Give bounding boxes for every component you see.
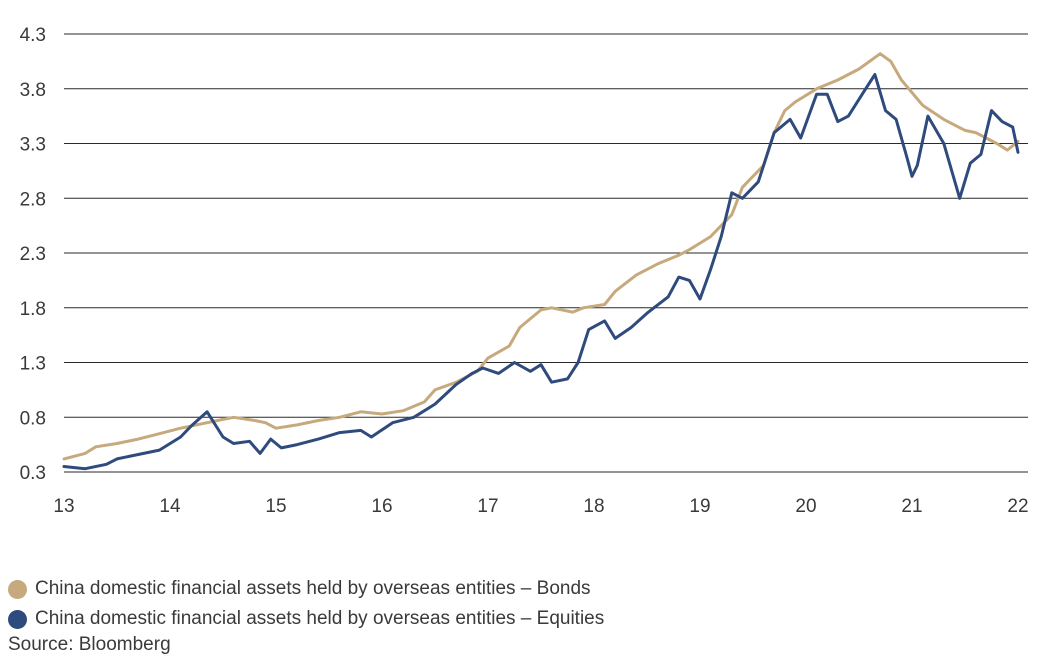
x-tick-label: 16 [371, 496, 392, 517]
equities-series-line [62, 73, 1020, 471]
y-tick-label: 2.3 [20, 244, 46, 265]
x-tick-label: 14 [159, 496, 181, 517]
legend-label-bonds: China domestic financial assets held by … [35, 578, 591, 599]
y-tick-label: 1.8 [20, 299, 46, 320]
x-tick-label: 22 [1007, 496, 1028, 517]
y-axis-tick-labels: 0.3 0.8 1.3 1.8 2.3 2.8 3.3 3.8 4.3 [20, 25, 46, 484]
y-tick-label: 1.3 [20, 354, 46, 375]
y-tick-label: 3.3 [20, 135, 46, 156]
y-tick-label: 0.8 [20, 408, 46, 429]
y-tick-label: 4.3 [20, 25, 46, 46]
x-tick-label: 17 [477, 496, 498, 517]
y-tick-label: 0.3 [20, 463, 46, 484]
y-tick-label: 3.8 [20, 80, 46, 101]
x-tick-label: 19 [689, 496, 710, 517]
x-tick-label: 21 [901, 496, 922, 517]
gridlines [64, 33, 1028, 473]
bonds-series-line [62, 52, 1020, 461]
series-lines [62, 52, 1020, 471]
legend-item-bonds: China domestic financial assets held by … [8, 574, 604, 604]
bonds-legend-marker [8, 579, 27, 599]
legend-label-equities: China domestic financial assets held by … [35, 608, 605, 629]
x-tick-label: 20 [795, 496, 816, 517]
line-chart: 0.3 0.8 1.3 1.8 2.3 2.8 3.3 3.8 4.3 13 14 15 16 17 18… [20, 25, 1029, 517]
x-tick-label: 18 [583, 496, 604, 517]
legend: China domestic financial assets held by … [8, 574, 604, 634]
equities-legend-marker [8, 609, 27, 629]
y-tick-label: 2.8 [20, 189, 46, 210]
x-tick-label: 13 [53, 496, 74, 517]
x-tick-label: 15 [265, 496, 286, 517]
x-axis-tick-labels: 13 14 15 16 17 18 19 20 21 22 [53, 496, 1028, 517]
source-note: Source: Bloomberg [8, 634, 171, 655]
legend-item-equities: China domestic financial assets held by … [8, 604, 604, 634]
